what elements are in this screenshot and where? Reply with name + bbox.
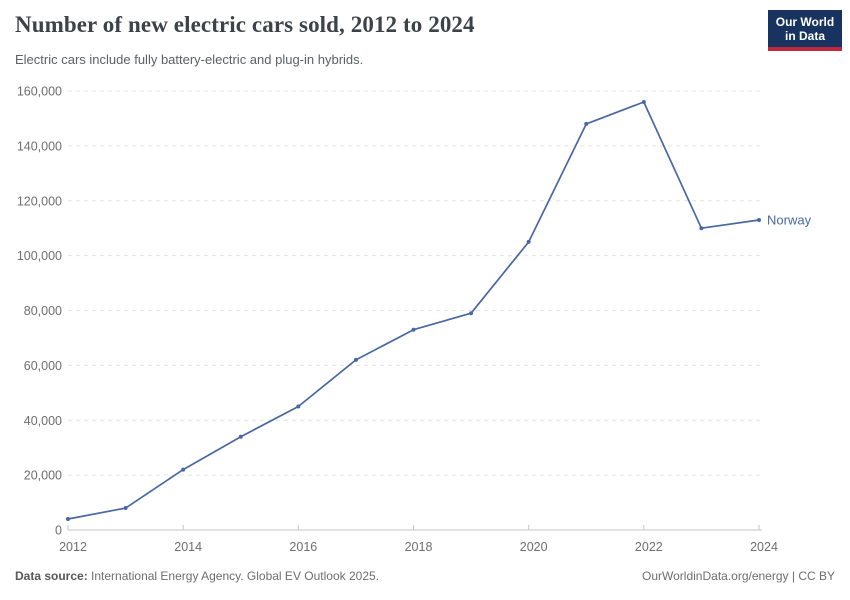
data-point[interactable] (238, 434, 243, 439)
chart-footer: Data source: International Energy Agency… (15, 569, 835, 583)
data-point[interactable] (641, 99, 646, 104)
y-axis-tick-label: 40,000 (24, 414, 62, 428)
y-axis-tick-label: 100,000 (17, 249, 62, 263)
owid-cc-link[interactable]: OurWorldinData.org/energy | CC BY (642, 569, 835, 583)
data-point[interactable] (526, 239, 531, 244)
data-point[interactable] (66, 517, 70, 522)
chart-subtitle: Electric cars include fully battery-elec… (15, 52, 364, 67)
data-point[interactable] (584, 121, 589, 126)
owid-logo-line2: in Data (784, 29, 825, 43)
y-axis-tick-label: 140,000 (17, 139, 62, 153)
data-source-text: International Energy Agency. Global EV O… (87, 569, 379, 583)
data-point[interactable] (296, 404, 301, 409)
data-point[interactable] (123, 506, 128, 511)
page-title: Number of new electric cars sold, 2012 t… (15, 12, 475, 37)
owid-logo[interactable]: Our World in Data (768, 10, 842, 51)
x-axis-tick-label: 2020 (520, 540, 548, 554)
series-end-label[interactable]: Norway (767, 212, 812, 227)
x-axis-tick-label: 2012 (59, 540, 87, 554)
x-axis-tick-label: 2018 (405, 540, 433, 554)
x-axis-tick-label: 2024 (750, 540, 778, 554)
data-point[interactable] (353, 357, 358, 362)
data-source-note: Data source: International Energy Agency… (15, 569, 379, 583)
x-axis-tick-label: 2014 (174, 540, 202, 554)
data-source-label: Data source: (15, 569, 88, 583)
x-axis-tick-label: 2022 (635, 540, 663, 554)
data-point[interactable] (469, 311, 474, 316)
y-axis-tick-label: 120,000 (17, 194, 62, 208)
y-axis-tick-label: 80,000 (24, 304, 62, 318)
x-axis-tick-label: 2016 (289, 540, 317, 554)
data-point[interactable] (699, 226, 704, 231)
data-point[interactable] (757, 217, 761, 222)
y-axis-tick-label: 0 (55, 524, 62, 538)
owid-logo-line1: Our World (775, 15, 835, 29)
y-axis-tick-label: 60,000 (24, 359, 62, 373)
y-axis-tick-label: 160,000 (17, 85, 62, 99)
y-axis-tick-label: 20,000 (24, 469, 62, 483)
data-point[interactable] (411, 327, 416, 332)
data-point[interactable] (181, 467, 186, 472)
